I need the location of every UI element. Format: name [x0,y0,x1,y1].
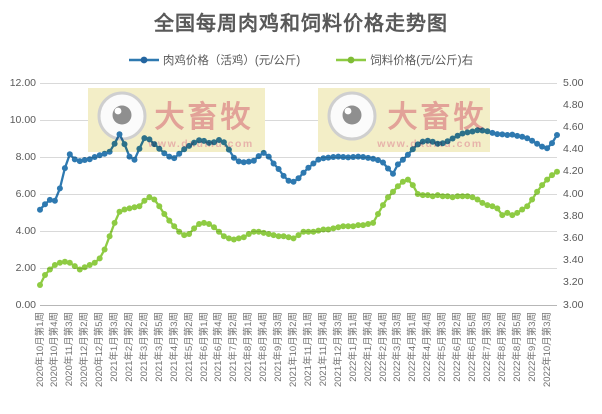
y-axis-tick-right: 3.00 [563,298,584,311]
x-axis-label: 2021年10月第2周 [288,312,300,387]
legend-label-broiler-price: 肉鸡价格（活鸡）(元/公斤) [162,55,301,67]
y-axis-tick-left: 6.00 [15,187,36,200]
x-axis-label: 2021年4月第3周 [168,312,180,382]
x-axis-label: 2021年7月第2周 [228,312,240,382]
x-axis-label: 2021年11月第1周 [302,312,314,387]
series-broiler-price [37,127,560,213]
x-axis-label: 2021年12月第3周 [332,312,344,387]
x-axis-label: 2021年9月第3周 [273,312,285,382]
x-axis-label: 2021年11月第4周 [317,312,329,387]
x-axis-label: 2021年8月第4周 [258,312,270,382]
y-axis-tick-left: 4.00 [15,224,36,237]
x-axis-label: 2022年8月第2周 [496,312,508,382]
y-axis-tick-left: 0.00 [15,298,36,311]
x-axis-label: 2022年4月第4周 [422,312,434,382]
legend-item-feed-price: 饲料价格(元/公斤)右 [336,52,473,68]
y-axis-tick-right: 3.80 [563,209,584,222]
series-feed-price [37,168,560,288]
x-axis-label: 2021年2月第2周 [123,312,135,382]
y-axis-tick-right: 4.60 [563,120,584,133]
x-axis-label: 2022年6月第2周 [452,312,464,382]
y-axis-tick-left: 8.00 [15,150,36,163]
x-axis-label: 2022年10月第3周 [541,312,553,387]
y-axis-tick-right: 4.00 [563,187,584,200]
x-axis-label: 2021年5月第2周 [183,312,195,382]
eye-logo-icon [342,105,362,125]
x-axis-label: 2022年6月第5周 [466,312,478,382]
x-axis-label: 2022年3月第3周 [392,312,404,382]
y-axis-tick-right: 3.20 [563,276,584,289]
x-axis-label: 2021年6月第1周 [198,312,210,382]
x-axis-label: 2022年7月第3周 [481,312,493,382]
x-axis-label: 2022年5月第3周 [437,312,449,382]
x-axis-label: 2020年12月第5周 [94,312,106,387]
legend-label-feed-price: 饲料价格(元/公斤)右 [370,55,474,67]
y-axis-tick-left: 12.00 [9,76,36,89]
x-axis-label: 2020年11月第3周 [64,312,76,387]
broiler-line-marker-icon [128,56,159,64]
x-axis-label: 2021年8月第1周 [243,312,255,382]
x-axis-label: 2020年10月第1周 [34,312,46,387]
legend: 肉鸡价格（活鸡）(元/公斤) 饲料价格(元/公斤)右 [0,50,602,70]
x-axis-label: 2022年9月第3周 [526,312,538,382]
chart-title: 全国每周肉鸡和饲料价格走势图 [154,13,448,35]
x-axis-label: 2022年8月第5周 [511,312,523,382]
watermark-2: 大畜牧 www.dxumu.com [318,88,490,152]
eye-logo-icon [112,105,132,125]
x-axis-label: 2021年6月第4周 [213,312,225,382]
y-axis-tick-left: 10.00 [9,113,36,126]
x-axis-label: 2020年10月第4周 [49,312,61,387]
y-axis-tick-right: 3.60 [563,231,584,244]
y-axis-tick-right: 3.40 [563,254,584,267]
x-axis-label: 2022年1月第4周 [362,312,374,382]
y-axis-tick-right: 4.20 [563,165,584,178]
x-axis-label: 2022年2月第4周 [377,312,389,382]
watermark-brand-text: 大畜牧 [155,100,254,134]
y-axis-tick-right: 4.40 [563,143,584,156]
x-axis-label: 2021年3月第2周 [138,312,150,382]
x-axis-label: 2022年1月第1周 [347,312,359,382]
x-axis-label: 2021年1月第3周 [109,312,121,382]
x-axis-label: 2022年4月第1周 [407,312,419,382]
y-axis-tick-right: 5.00 [563,76,584,89]
watermark-brand-text: 大畜牧 [388,100,487,134]
x-axis-label: 2020年12月第2周 [79,312,91,387]
feed-line-marker-icon [336,56,367,64]
legend-item-broiler-price: 肉鸡价格（活鸡）(元/公斤) [128,52,301,68]
y-axis-tick-right: 4.80 [563,98,584,111]
y-axis-tick-left: 2.00 [15,261,36,274]
x-axis-label: 2021年3月第5周 [153,312,165,382]
watermark-url-text: www.dxumu.com [376,138,482,150]
